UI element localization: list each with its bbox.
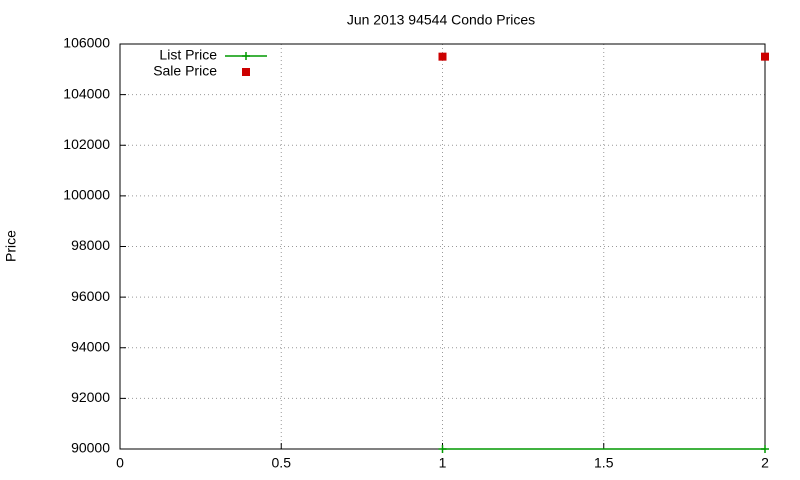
y-tick-label: 102000 bbox=[63, 136, 110, 152]
x-tick-label: 1 bbox=[439, 455, 447, 471]
y-tick-label: 100000 bbox=[63, 187, 110, 203]
y-tick-label: 94000 bbox=[71, 338, 110, 354]
x-tick-label: 0.5 bbox=[272, 455, 292, 471]
x-tick-label: 2 bbox=[761, 455, 769, 471]
data-point bbox=[761, 445, 769, 453]
y-tick-label: 90000 bbox=[71, 440, 110, 456]
chart-title: Jun 2013 94544 Condo Prices bbox=[347, 12, 535, 28]
y-tick-label: 106000 bbox=[63, 35, 110, 51]
y-axis-label: Price bbox=[3, 230, 19, 262]
data-point bbox=[438, 445, 447, 453]
y-tick-label: 98000 bbox=[71, 237, 110, 253]
data-point bbox=[761, 52, 769, 61]
x-tick-label: 0 bbox=[116, 455, 124, 471]
legend-label: List Price bbox=[159, 47, 217, 63]
legend-label: Sale Price bbox=[153, 63, 217, 79]
data-point bbox=[438, 52, 447, 61]
y-tick-label: 92000 bbox=[71, 389, 110, 405]
legend-marker bbox=[242, 52, 250, 60]
legend-marker bbox=[242, 68, 250, 76]
y-tick-label: 96000 bbox=[71, 288, 110, 304]
y-tick-label: 104000 bbox=[63, 85, 110, 101]
x-tick-label: 1.5 bbox=[594, 455, 614, 471]
